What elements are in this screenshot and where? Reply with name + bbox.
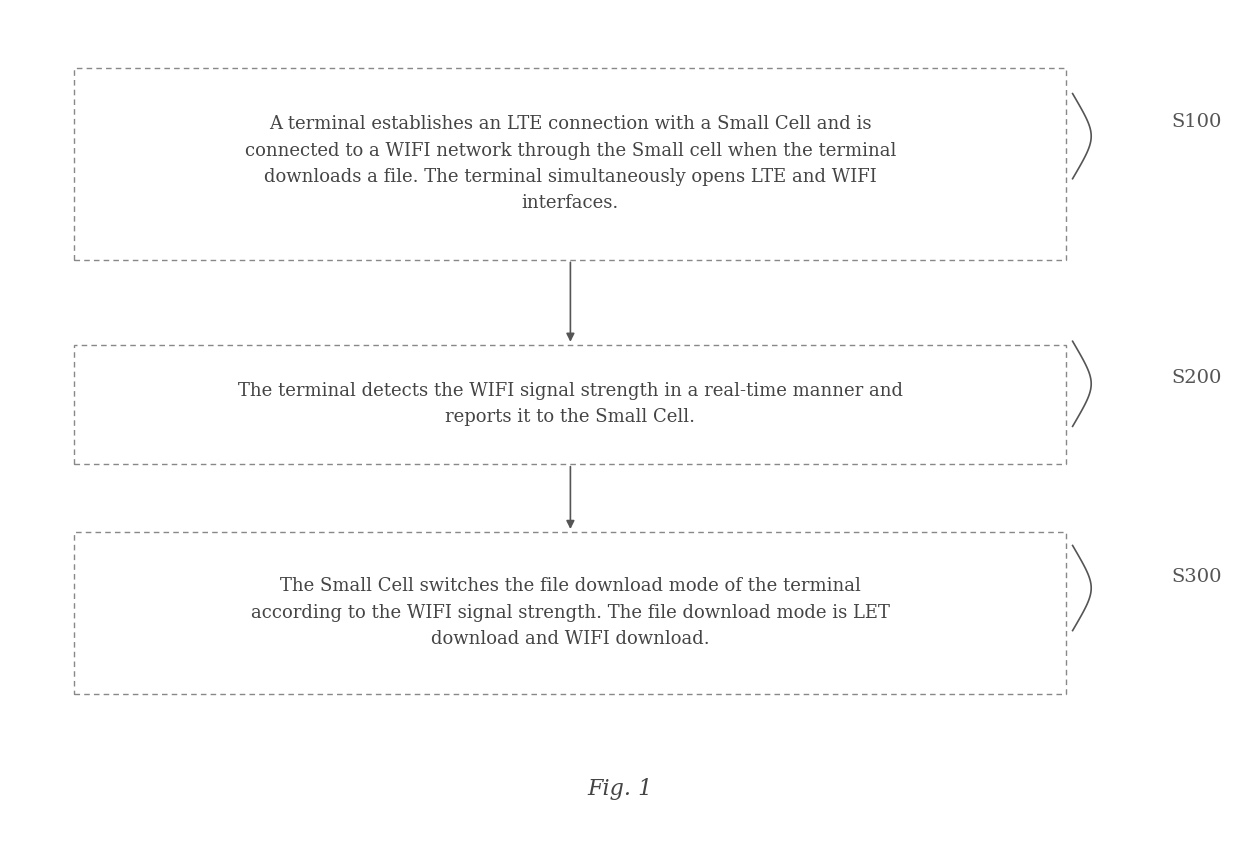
Bar [74,68,1066,260]
Text: Fig. 1: Fig. 1 [588,778,652,800]
Text: A terminal establishes an LTE connection with a Small Cell and is
connected to a: A terminal establishes an LTE connection… [244,115,897,213]
Text: S200: S200 [1172,369,1223,387]
Text: The terminal detects the WIFI signal strength in a real-time manner and
reports : The terminal detects the WIFI signal str… [238,382,903,426]
Bar [74,532,1066,694]
Text: S100: S100 [1172,112,1223,131]
Text: S300: S300 [1172,568,1223,586]
Bar [74,345,1066,464]
Text: The Small Cell switches the file download mode of the terminal
according to the : The Small Cell switches the file downloa… [250,577,890,648]
